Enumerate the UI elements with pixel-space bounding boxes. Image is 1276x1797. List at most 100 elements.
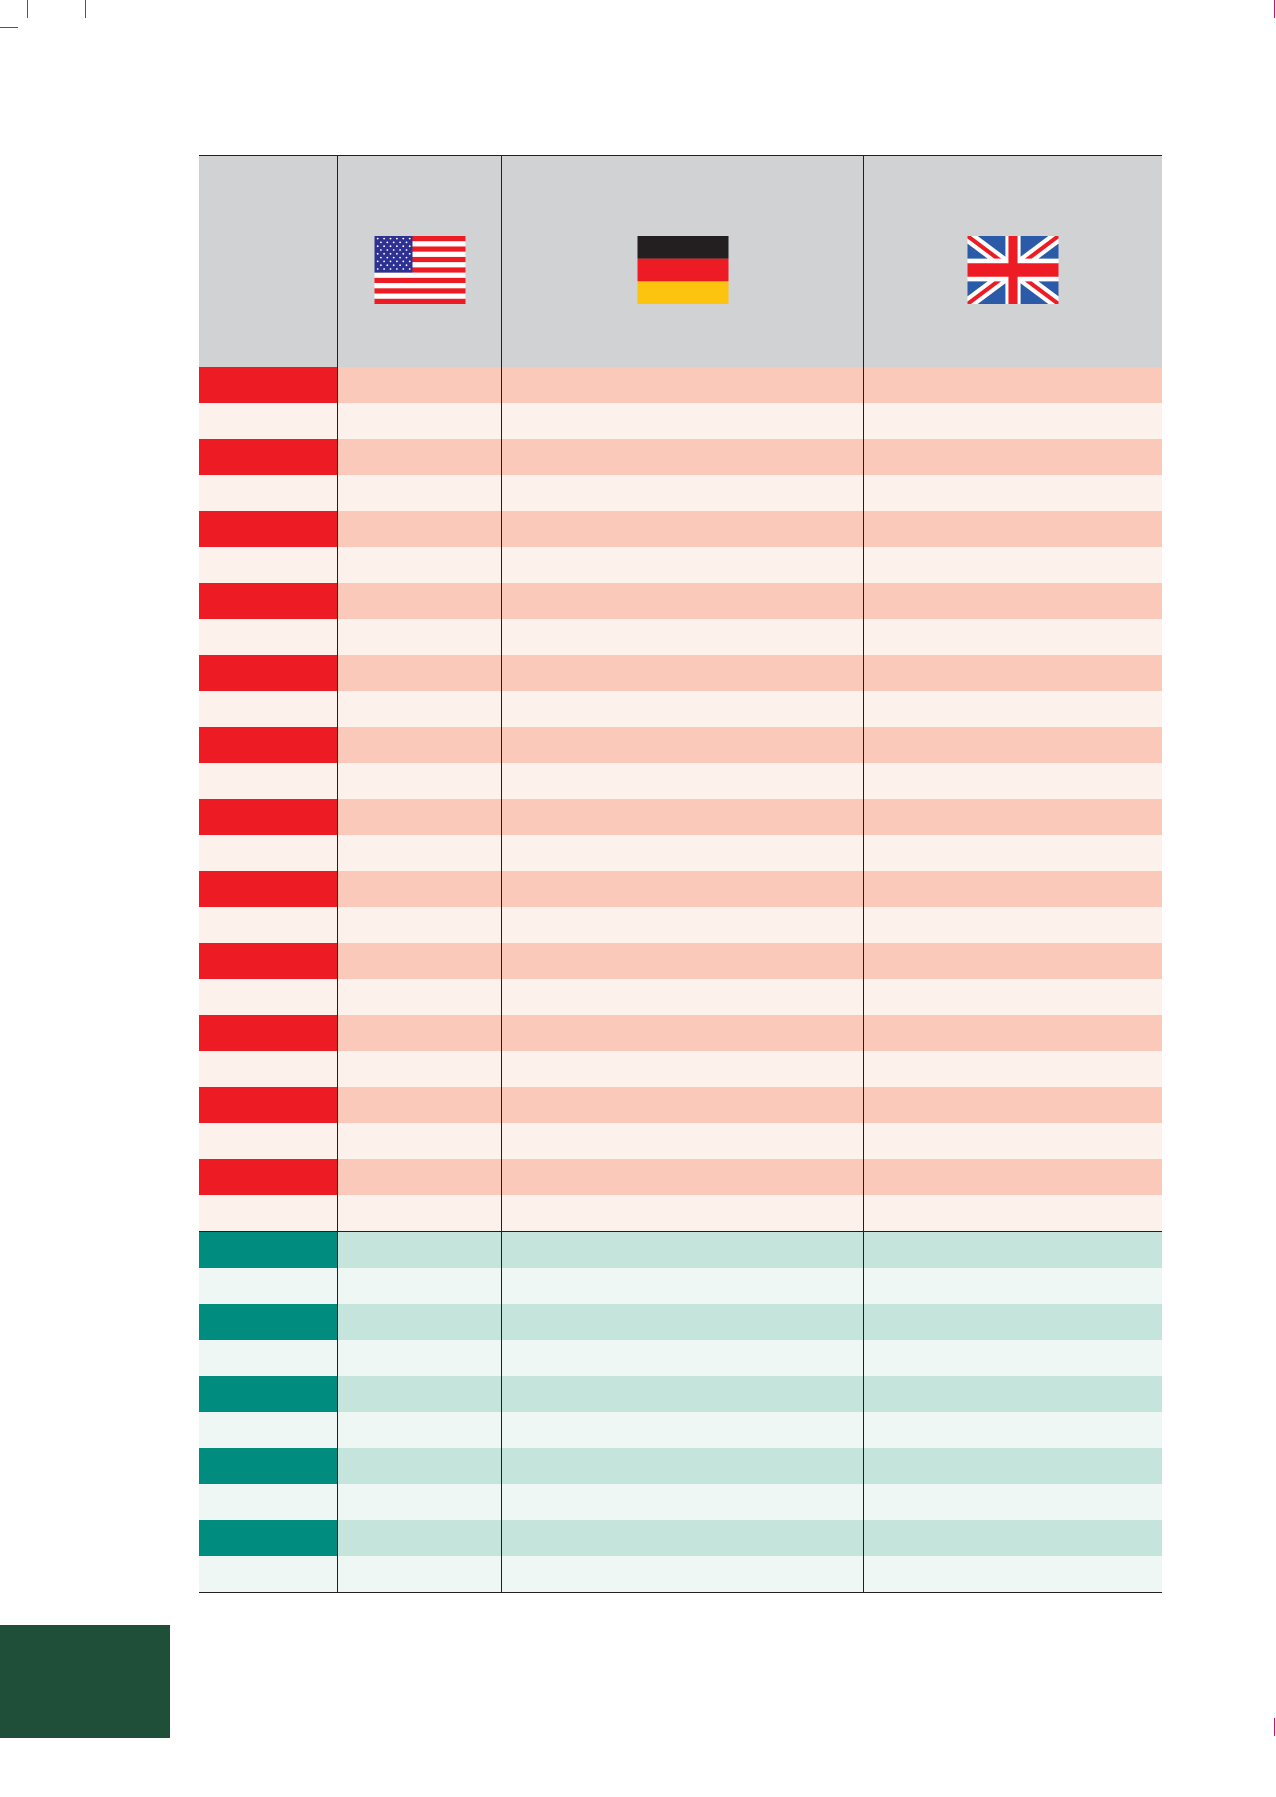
table-cell (863, 655, 1162, 691)
table-cell (863, 727, 1162, 763)
table-cell (501, 1015, 863, 1051)
row-label-cell (199, 907, 337, 943)
row-label-cell (199, 1123, 337, 1159)
row-label-cell (199, 1556, 337, 1592)
row-label-cell (199, 691, 337, 727)
table-cell (863, 1087, 1162, 1123)
table-cell (337, 1015, 501, 1051)
table-cell (501, 1159, 863, 1195)
table-cell (501, 1376, 863, 1412)
table-cell (337, 727, 501, 763)
table-cell (337, 403, 501, 439)
table-cell (337, 583, 501, 619)
table-cell (863, 1159, 1162, 1195)
table-header (199, 156, 1162, 367)
table-cell (501, 1484, 863, 1520)
table-cell (863, 799, 1162, 835)
header-usa-cell (337, 156, 501, 367)
table-cell (501, 1087, 863, 1123)
table-cell (501, 907, 863, 943)
table-row (199, 1123, 1162, 1159)
table-cell (501, 799, 863, 835)
table-row (199, 1232, 1162, 1268)
table-cell (501, 1556, 863, 1592)
table-cell (337, 547, 501, 583)
table-row (199, 475, 1162, 511)
table-cell (863, 1268, 1162, 1304)
table-row (199, 1051, 1162, 1087)
table-cell (863, 1520, 1162, 1556)
table-row (199, 1484, 1162, 1520)
table-cell (501, 619, 863, 655)
germany-flag-icon (637, 236, 728, 304)
table-row (199, 1159, 1162, 1195)
table-cell (501, 1340, 863, 1376)
table-cell (863, 907, 1162, 943)
table-cell (863, 1015, 1162, 1051)
crop-mark (1274, 1718, 1275, 1736)
table-cell (863, 1232, 1162, 1268)
table-cell (337, 1376, 501, 1412)
crop-mark (85, 0, 86, 18)
table-cell (501, 763, 863, 799)
table-cell (501, 583, 863, 619)
row-label-cell (199, 1340, 337, 1376)
table-cell (863, 547, 1162, 583)
comparison-table (199, 155, 1162, 1593)
row-label-cell (199, 511, 337, 547)
table-cell (501, 691, 863, 727)
table-cell (337, 619, 501, 655)
row-label-cell (199, 1448, 337, 1484)
header-uk-cell (863, 156, 1162, 367)
table-cell (337, 1268, 501, 1304)
row-label-cell (199, 583, 337, 619)
table-cell (863, 1484, 1162, 1520)
table-cell (501, 1268, 863, 1304)
group-divider (199, 1231, 1162, 1232)
table-cell (863, 1556, 1162, 1592)
table-row (199, 1195, 1162, 1231)
table-row (199, 1448, 1162, 1484)
table-cell (501, 1232, 863, 1268)
row-label-cell (199, 835, 337, 871)
table-cell (863, 1051, 1162, 1087)
row-label-cell (199, 1268, 337, 1304)
table-row (199, 1015, 1162, 1051)
table-cell (337, 835, 501, 871)
row-label-cell (199, 655, 337, 691)
table-cell (863, 1376, 1162, 1412)
table-body (199, 367, 1162, 1592)
table-cell (501, 1412, 863, 1448)
row-label-cell (199, 1376, 337, 1412)
table-cell (863, 979, 1162, 1015)
row-label-cell (199, 727, 337, 763)
table-row (199, 1520, 1162, 1556)
table-row (199, 979, 1162, 1015)
table-row (199, 619, 1162, 655)
table-cell (337, 943, 501, 979)
crop-mark (1274, 0, 1275, 18)
usa-flag-icon (374, 236, 465, 304)
table-cell (337, 1123, 501, 1159)
table-cell (337, 763, 501, 799)
table-row (199, 1376, 1162, 1412)
table-cell (863, 763, 1162, 799)
table-cell (501, 511, 863, 547)
row-label-cell (199, 1087, 337, 1123)
row-label-cell (199, 1484, 337, 1520)
table-row (199, 1340, 1162, 1376)
table-cell (863, 1412, 1162, 1448)
table-cell (863, 1340, 1162, 1376)
row-label-cell (199, 979, 337, 1015)
table-cell (863, 619, 1162, 655)
row-label-cell (199, 1159, 337, 1195)
table-cell (501, 1304, 863, 1340)
table-row (199, 583, 1162, 619)
table-row (199, 871, 1162, 907)
table-cell (863, 1123, 1162, 1159)
table-cell (337, 439, 501, 475)
table-cell (863, 871, 1162, 907)
table-cell (337, 1087, 501, 1123)
table-cell (501, 1520, 863, 1556)
row-label-cell (199, 1232, 337, 1268)
